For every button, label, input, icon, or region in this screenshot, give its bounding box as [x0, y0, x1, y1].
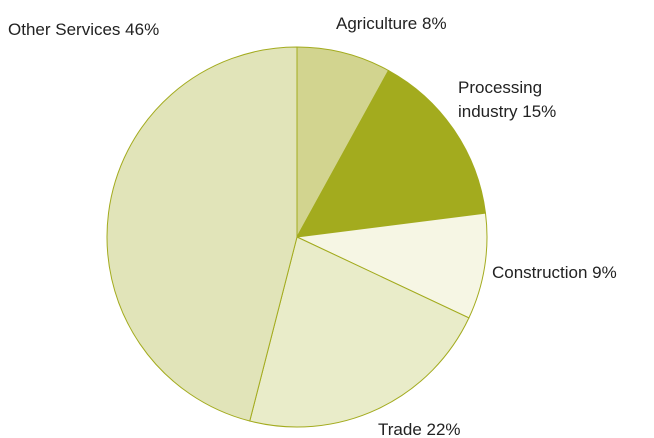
pie-slice	[296, 46, 390, 238]
pie-slice	[249, 236, 470, 428]
slice-value: 22%	[426, 420, 461, 438]
slice-category: Processing industry	[458, 78, 543, 121]
slice-value: 8%	[422, 14, 447, 33]
slice-label: Agriculture 8%	[336, 12, 536, 36]
pie-slice	[296, 69, 487, 238]
slice-category: Construction	[492, 263, 588, 282]
slice-value: 46%	[125, 20, 160, 39]
slice-category: Agriculture	[336, 14, 418, 33]
slice-label: Trade 22%	[378, 418, 498, 438]
slice-value: 15%	[522, 102, 557, 121]
slice-label: Other Services 46%	[8, 18, 228, 42]
slice-category: Trade	[378, 420, 422, 438]
slice-label: Processing industry 15%	[458, 76, 598, 124]
pie-slice	[106, 46, 298, 422]
slice-category: Other Services	[8, 20, 121, 39]
slice-value: 9%	[592, 263, 617, 282]
pie-slice	[295, 212, 488, 319]
slice-label: Construction 9%	[492, 261, 652, 285]
